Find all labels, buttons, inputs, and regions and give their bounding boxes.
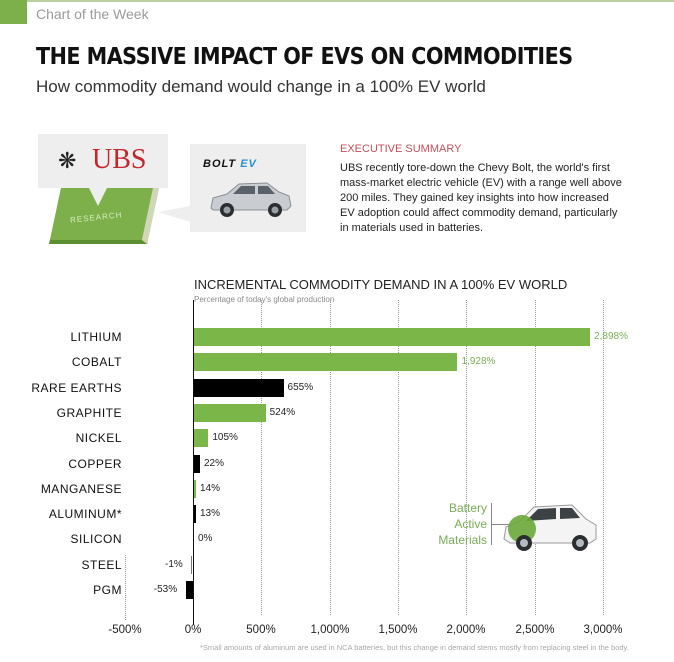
bar [194, 378, 284, 397]
bar [194, 353, 458, 372]
gridline [261, 300, 262, 615]
bar [194, 505, 196, 524]
category-label: LITHIUM [70, 330, 122, 344]
x-tick-label: 1,500% [378, 624, 418, 636]
bolt-logo-text: BOLT [203, 158, 237, 170]
bar [191, 555, 192, 574]
category-label: ALUMINUM* [48, 507, 122, 522]
value-label: 2,898% [594, 331, 628, 342]
bolt-car-icon [503, 504, 597, 551]
x-tick-label: 500% [246, 624, 276, 636]
value-label: 22% [204, 457, 225, 469]
zero-axis [193, 300, 194, 625]
x-tick-label: -500% [108, 624, 142, 636]
value-label: -53% [153, 584, 178, 595]
category-label: COBALT [71, 355, 122, 370]
chart-of-the-week-tag: Chart of the Week [36, 6, 149, 22]
keys-icon: ❋ [58, 148, 77, 173]
bar [185, 581, 193, 599]
category-label: MANGANESE [40, 481, 122, 496]
value-label: 1,928% [461, 356, 496, 368]
chart-subtitle: Percentage of today's global production [194, 295, 335, 304]
bar [194, 328, 591, 346]
x-tick-label: 2,500% [515, 624, 555, 636]
bubble-pointer [88, 186, 108, 206]
value-label: 655% [287, 381, 314, 393]
tag-color-block [0, 0, 27, 24]
chart-footnote: *Small amounts of aluminum are used in N… [200, 643, 629, 652]
annotation-connector [491, 524, 509, 525]
battery-active-materials-annotation: Battery Active Materials [438, 501, 487, 547]
page-title: THE MASSIVE IMPACT OF EVS ON COMMODITIES [36, 44, 573, 70]
gridline [535, 300, 536, 615]
value-label: -1% [165, 558, 183, 570]
bolt-bubble-pointer [158, 206, 190, 222]
bar [194, 479, 196, 498]
x-tick-label: 0% [184, 624, 202, 636]
value-label: 0% [198, 533, 213, 545]
bar [194, 403, 266, 422]
executive-summary-heading: EXECUTIVE SUMMARY [340, 143, 462, 155]
category-label: PGM [93, 583, 122, 597]
value-label: 524% [269, 406, 296, 418]
gridline [603, 300, 604, 615]
value-label: 13% [200, 508, 221, 520]
value-label: 105% [212, 432, 238, 444]
bar [194, 429, 209, 448]
x-tick-label: 1,000% [310, 624, 350, 636]
x-tick-label: 3,000% [583, 624, 623, 636]
ubs-speech-bubble [38, 134, 168, 188]
ubs-logo: UBS [92, 144, 147, 175]
top-rule [0, 0, 674, 2]
category-label: SILICON [70, 532, 122, 547]
gridline [466, 300, 467, 615]
category-label: GRAPHITE [56, 405, 122, 420]
chart-title: INCREMENTAL COMMODITY DEMAND IN A 100% E… [194, 277, 568, 292]
gridline [125, 555, 126, 620]
page-subtitle: How commodity demand would change in a 1… [36, 77, 486, 96]
category-label: COPPER [68, 456, 122, 471]
category-label: RARE EARTHS [31, 380, 122, 395]
x-tick-label: 2,000% [446, 624, 486, 636]
category-label: NICKEL [75, 431, 122, 446]
ev-logo-text: EV [240, 158, 257, 170]
category-label: STEEL [81, 557, 122, 572]
car-icon [210, 182, 292, 217]
executive-summary-body: UBS recently tore-down the Chevy Bolt, t… [340, 162, 622, 234]
bolt-ev-logo: BOLT EV [203, 158, 257, 170]
bar [194, 454, 200, 473]
gridline [330, 300, 331, 615]
gridline [398, 300, 399, 615]
value-label: 14% [200, 482, 221, 494]
